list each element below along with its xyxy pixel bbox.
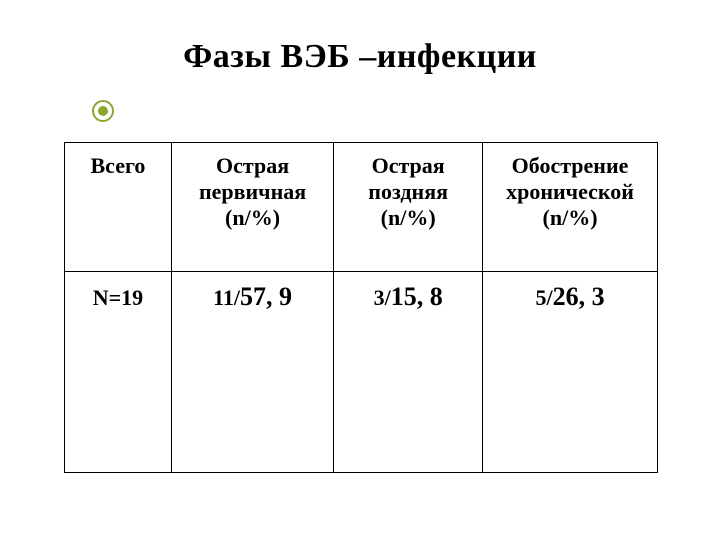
header-acute-primary: Острая первичная (n/%): [171, 143, 333, 272]
acute-primary-pct: 57, 9: [240, 282, 292, 311]
header-exacerbation: Обострение хронической (n/%): [483, 143, 658, 272]
cell-acute-primary: 11/57, 9: [171, 272, 333, 473]
exacerbation-n: 5/: [535, 285, 552, 310]
phases-table: Всего Острая первичная (n/%) Острая позд…: [64, 142, 658, 473]
acute-late-n: 3/: [374, 285, 391, 310]
acute-primary-n: 11/: [213, 285, 240, 310]
header-acute-late: Острая поздняя (n/%): [334, 143, 483, 272]
cell-n-total: N=19: [65, 272, 172, 473]
slide: Фазы ВЭБ –инфекции Всего Острая первична…: [0, 0, 720, 540]
acute-late-pct: 15, 8: [391, 282, 443, 311]
table-header-row: Всего Острая первичная (n/%) Острая позд…: [65, 143, 658, 272]
header-total: Всего: [65, 143, 172, 272]
bullet-icon: [92, 100, 114, 122]
cell-acute-late: 3/15, 8: [334, 272, 483, 473]
slide-title: Фазы ВЭБ –инфекции: [0, 38, 720, 76]
table-data-row: N=19 11/57, 9 3/15, 8 5/26, 3: [65, 272, 658, 473]
exacerbation-pct: 26, 3: [553, 282, 605, 311]
n-total-value: N=19: [93, 285, 143, 310]
cell-exacerbation: 5/26, 3: [483, 272, 658, 473]
